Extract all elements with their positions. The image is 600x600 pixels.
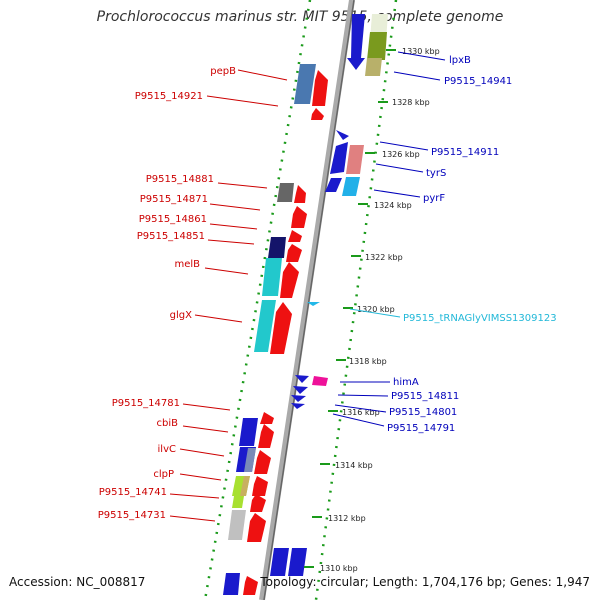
page-title: Prochlorococcus marinus str. MIT 9515, c… [96, 9, 504, 25]
kbp-label-1330: 1330 kbp [402, 47, 440, 56]
kbp-label-1318: 1318 kbp [349, 357, 387, 366]
gene-bottom-blue-1[interactable] [270, 548, 307, 576]
right-labels: lpxB P9515_14941 P9515_14911 tyrS pyrF h… [387, 55, 512, 434]
label-P9515_14871[interactable]: P9515_14871 [140, 194, 208, 205]
label-ilvC[interactable]: ilvC [158, 444, 176, 455]
label-clpP[interactable]: clpP [153, 469, 174, 480]
left-leader-lines [169, 69, 288, 522]
kbp-label-1310: 1310 kbp [320, 564, 358, 573]
gene-P9515_14861[interactable] [291, 206, 307, 228]
label-P9515_14881[interactable]: P9515_14881 [146, 174, 214, 185]
genome-summary-text: Topology: circular; Length: 1,704,176 bp… [260, 575, 590, 589]
gene-tyrS[interactable] [346, 145, 364, 174]
gene-cbiB[interactable] [239, 418, 274, 448]
kbp-label-1320: 1320 kbp [357, 305, 395, 314]
label-P9515_14791[interactable]: P9515_14791 [387, 423, 455, 434]
gene-P9515_14811[interactable] [295, 375, 309, 383]
label-P9515_14921[interactable]: P9515_14921 [135, 91, 203, 102]
gene-P9515_14791[interactable] [291, 395, 306, 409]
gene-lpxB[interactable] [365, 14, 388, 76]
label-P9515_14731[interactable]: P9515_14731 [98, 510, 166, 521]
genome-backbone-shadow [263, 0, 355, 600]
gene-bottom-blue-2[interactable] [223, 573, 258, 595]
label-P9515_14801[interactable]: P9515_14801 [389, 407, 457, 418]
gene-P9515_14921[interactable] [311, 70, 328, 120]
gene-melB[interactable] [262, 258, 299, 298]
gene-himA[interactable] [312, 376, 328, 386]
ring-outer-right [314, 0, 398, 600]
kbp-label-1324: 1324 kbp [374, 201, 412, 210]
gene-P9515_14731[interactable] [228, 510, 266, 542]
left-labels: pepB P9515_14921 P9515_14881 P9515_14871… [98, 66, 236, 521]
label-trna-gly[interactable]: P9515_tRNAGlyVIMSS1309123 [403, 313, 557, 324]
gene-P9515_14941[interactable] [347, 14, 365, 70]
kbp-label-1316: 1316 kbp [342, 408, 380, 417]
label-pyrF[interactable]: pyrF [423, 193, 445, 204]
label-P9515_14741[interactable]: P9515_14741 [99, 487, 167, 498]
label-tyrS[interactable]: tyrS [426, 168, 446, 179]
gene-P9515_14871[interactable] [294, 185, 306, 203]
label-P9515_14811[interactable]: P9515_14811 [391, 391, 459, 402]
label-lpxB[interactable]: lpxB [449, 55, 471, 66]
kbp-ticks [304, 49, 396, 568]
kbp-label-1312: 1312 kbp [328, 514, 366, 523]
label-P9515_14851[interactable]: P9515_14851 [137, 231, 205, 242]
label-cbiB[interactable]: cbiB [157, 418, 179, 429]
kbp-label-1328: 1328 kbp [392, 98, 430, 107]
label-P9515_14911[interactable]: P9515_14911 [431, 147, 499, 158]
gene-P9515_14881[interactable] [277, 183, 294, 202]
gene-P9515_14801[interactable] [293, 386, 308, 394]
kbp-label-1326: 1326 kbp [382, 150, 420, 159]
gene-pyrF[interactable] [342, 177, 360, 196]
label-himA[interactable]: himA [393, 377, 419, 388]
genome-backbone [259, 0, 355, 600]
gene-P9515_14781[interactable] [260, 412, 274, 424]
label-P9515_14781[interactable]: P9515_14781 [112, 398, 180, 409]
gene-pepB[interactable] [294, 64, 316, 104]
label-melB[interactable]: melB [174, 259, 200, 270]
label-glgX[interactable]: glgX [170, 310, 192, 321]
gene-ilvC[interactable] [236, 447, 271, 474]
gene-P9515_14851[interactable] [268, 230, 302, 262]
gene-clpP[interactable] [232, 476, 268, 496]
right-leader-lines [332, 51, 446, 427]
kbp-label-1322: 1322 kbp [365, 253, 403, 262]
kbp-label-1314: 1314 kbp [335, 461, 373, 470]
label-P9515_14861[interactable]: P9515_14861 [139, 214, 207, 225]
label-P9515_14941[interactable]: P9515_14941 [444, 76, 512, 87]
gene-glgX[interactable] [254, 300, 292, 354]
gene-P9515_14741[interactable] [232, 494, 266, 512]
trna-leader-line [349, 308, 401, 318]
gene-P9515_14911[interactable] [325, 130, 349, 192]
accession-text: Accession: NC_008817 [9, 575, 146, 589]
trna-P9515_tRNAGlyVIMSS1309123[interactable] [307, 302, 320, 306]
label-pepB[interactable]: pepB [210, 66, 236, 77]
